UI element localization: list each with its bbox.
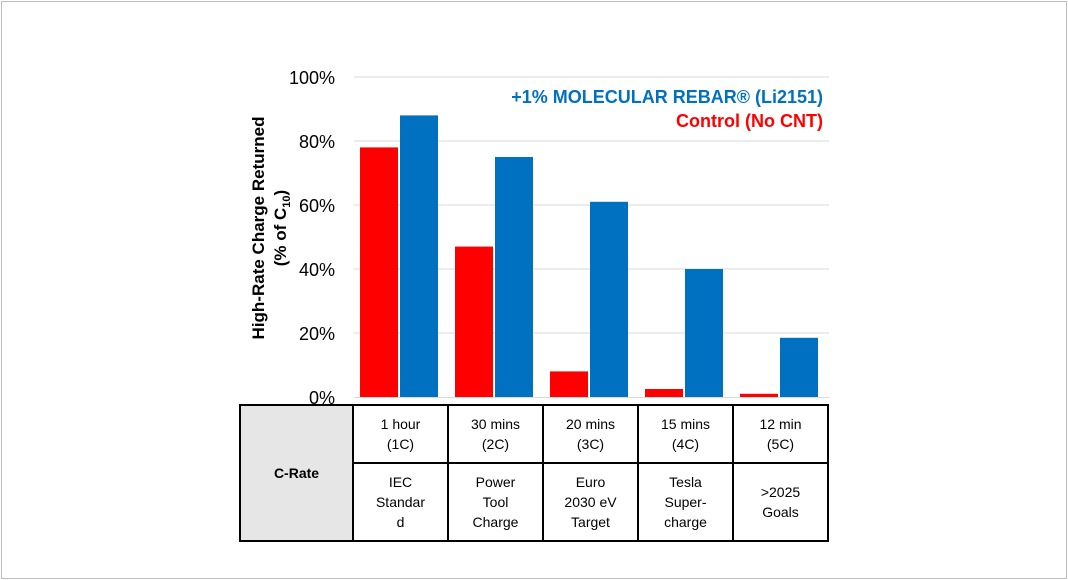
bar-molecular-rebar bbox=[400, 115, 438, 398]
bar-control bbox=[645, 389, 683, 397]
y-tick-label: 80% bbox=[299, 132, 335, 152]
use-cell-line: Target bbox=[571, 514, 610, 530]
bar-control bbox=[550, 371, 588, 397]
use-cell: IEC Standar d bbox=[352, 462, 449, 542]
rate-row: C-Rate 1 hour (1C) 30 mins (2C) 20 mins (3C) 1… bbox=[239, 404, 829, 542]
use-cell-line: Tesla bbox=[669, 474, 702, 490]
use-cell-line: Goals bbox=[762, 504, 799, 520]
bar-control bbox=[740, 393, 778, 397]
y-axis-label-line2: (% of C10) bbox=[271, 189, 293, 267]
y-tick-label: 60% bbox=[299, 196, 335, 216]
use-cell-line: Standar bbox=[375, 494, 426, 510]
use-cell: Euro 2030 eV Target bbox=[542, 462, 639, 542]
use-cell-line: Power bbox=[475, 474, 516, 490]
rate-cell-line: (3C) bbox=[576, 436, 605, 452]
bar-molecular-rebar bbox=[685, 269, 723, 397]
use-cell: Power Tool Charge bbox=[447, 462, 544, 542]
rate-cell-line: (1C) bbox=[386, 436, 415, 452]
rate-cell: 12 min (5C) bbox=[732, 404, 829, 464]
y-tick-label: 0% bbox=[309, 388, 335, 408]
bar-control bbox=[360, 147, 398, 397]
use-cell-line: IEC bbox=[388, 474, 413, 490]
bar-control bbox=[455, 246, 493, 397]
rate-cell-line: (2C) bbox=[481, 436, 510, 452]
y-axis-label-line1: High-Rate Charge Returned bbox=[249, 116, 268, 340]
legend-entry: +1% MOLECULAR REBAR® (Li2151) bbox=[511, 87, 823, 107]
bar-molecular-rebar bbox=[495, 157, 533, 397]
y-tick-label: 40% bbox=[299, 260, 335, 280]
use-cell-line: 2030 eV bbox=[564, 494, 617, 510]
use-cell-line: >2025 bbox=[760, 484, 801, 500]
rate-cell: 1 hour (1C) bbox=[352, 404, 449, 464]
rate-cell-line: (4C) bbox=[671, 436, 700, 452]
rate-cell-line: 15 mins bbox=[660, 416, 711, 432]
c-rate-header: C-Rate bbox=[239, 404, 354, 542]
use-cell-line: Tool bbox=[482, 494, 509, 510]
use-cell-line: d bbox=[396, 514, 405, 530]
bar-molecular-rebar bbox=[780, 337, 818, 397]
use-cell: Tesla Super-charge bbox=[637, 462, 734, 542]
y-tick-label: 20% bbox=[299, 324, 335, 344]
rate-cell: 15 mins (4C) bbox=[637, 404, 734, 464]
use-cell-line: Super- bbox=[664, 494, 707, 510]
rate-cell-line: 12 min bbox=[759, 416, 802, 432]
use-row: IEC Standar d Power Tool Charge Euro 2030 eV Tar… bbox=[240, 462, 829, 542]
bar-molecular-rebar bbox=[590, 201, 628, 397]
rate-cell: 30 mins (2C) bbox=[447, 404, 544, 464]
use-cell-line: charge bbox=[664, 514, 707, 530]
use-cell-line: Euro bbox=[575, 474, 606, 490]
rate-cell-line: 1 hour bbox=[380, 416, 421, 432]
rate-cell-line: 20 mins bbox=[565, 416, 616, 432]
use-cell: >2025 Goals bbox=[732, 462, 829, 542]
use-cell-line: Charge bbox=[472, 514, 519, 530]
rate-cell-line: 30 mins bbox=[470, 416, 521, 432]
rate-cell-line: (5C) bbox=[766, 436, 795, 452]
c-rate-table: C-Rate 1 hour (1C) 30 mins (2C) 20 mins (3C) 1… bbox=[239, 404, 829, 542]
legend-entry: Control (No CNT) bbox=[676, 111, 823, 131]
rate-cell: 20 mins (3C) bbox=[542, 404, 639, 464]
y-tick-label: 100% bbox=[289, 68, 335, 88]
